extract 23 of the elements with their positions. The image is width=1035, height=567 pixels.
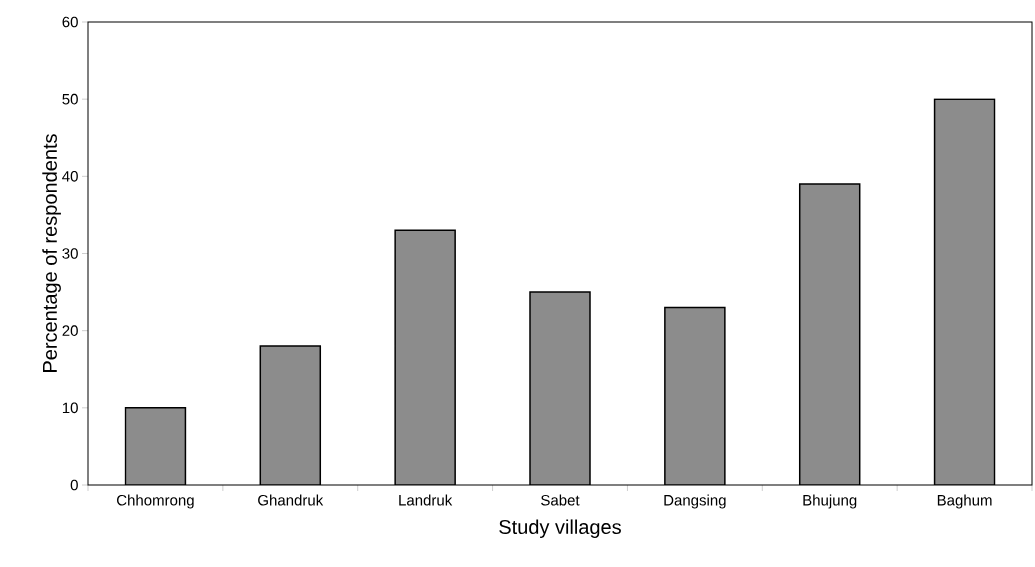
- bar: [798, 183, 861, 485]
- y-tick-label: 20: [62, 325, 78, 336]
- bar: [529, 291, 591, 485]
- x-tick-label: Baghum: [937, 494, 992, 509]
- x-tick-label: Landruk: [399, 494, 453, 506]
- bar: [259, 345, 322, 485]
- bar: [664, 306, 726, 485]
- x-tick-label: Sabet: [541, 494, 580, 506]
- y-tick-label: 60: [62, 16, 78, 28]
- bar: [933, 98, 996, 485]
- y-tick-label: 50: [62, 93, 78, 105]
- y-tick-label: 10: [62, 402, 78, 414]
- bar: [124, 407, 187, 485]
- y-tick-label: 40: [62, 171, 78, 182]
- y-tick-label: 0: [70, 479, 78, 491]
- x-tick-label: Chhomrong: [117, 494, 194, 509]
- y-axis-title: Percentage of respondents: [42, 134, 61, 372]
- x-tick-label: Bhujung: [803, 494, 857, 509]
- x-tick-label: Ghandruk: [258, 494, 324, 506]
- x-axis-title: Study villages: [499, 519, 621, 539]
- y-tick-label: 30: [62, 248, 78, 259]
- bar: [394, 229, 456, 485]
- x-tick-label: Dangsing: [664, 494, 726, 509]
